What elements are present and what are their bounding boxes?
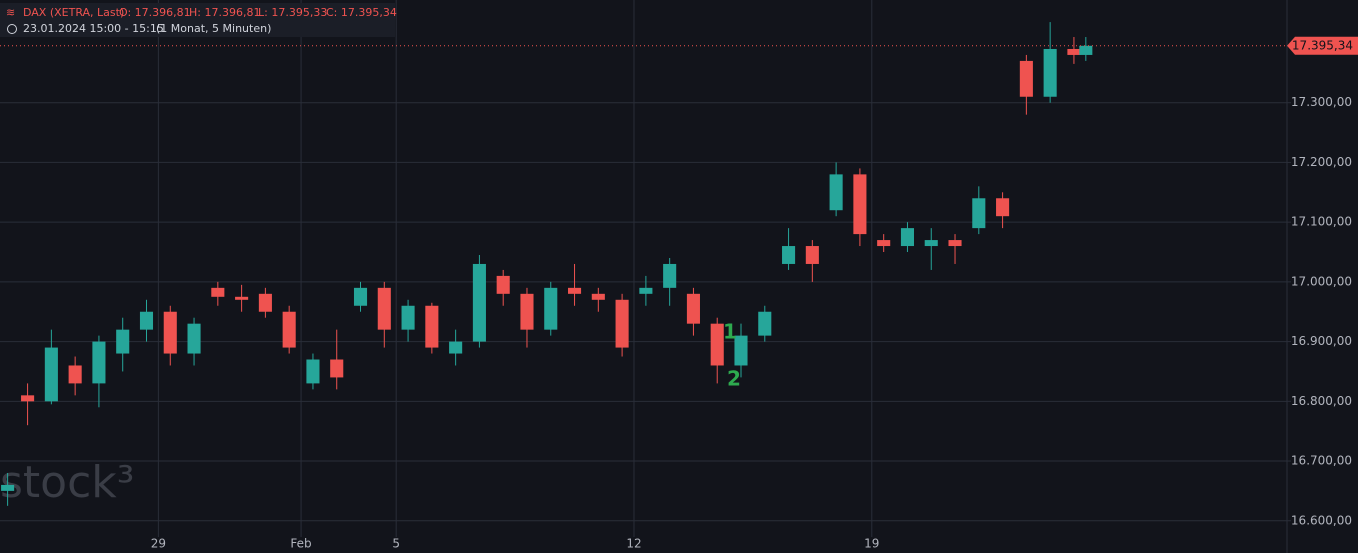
- x-tick-label: 29: [151, 537, 166, 551]
- x-tick-label: 12: [626, 537, 641, 551]
- candle-body: [330, 359, 344, 378]
- candle-body: [686, 293, 700, 324]
- candle-body: [211, 287, 225, 297]
- candle-body: [235, 296, 249, 300]
- candle-body: [520, 293, 534, 330]
- candle-body: [139, 311, 154, 330]
- candle-body: [472, 263, 486, 342]
- candle-body: [1, 484, 15, 491]
- last-price-label: 17.395,34: [1292, 38, 1353, 52]
- annotation: 1: [723, 320, 737, 344]
- candle-body: [496, 275, 510, 294]
- clock-icon: [7, 24, 17, 34]
- ohlc-high: H: 17.396,81: [189, 6, 260, 19]
- y-tick-label: 17.200,00: [1291, 155, 1352, 169]
- candle-body: [829, 174, 843, 211]
- candle-body: [306, 359, 320, 384]
- instrument-icon: ≋: [6, 6, 15, 19]
- y-tick-label: 17.300,00: [1291, 95, 1352, 109]
- candle-body: [282, 311, 296, 348]
- y-tick-label: 16.700,00: [1291, 454, 1352, 468]
- candle-body: [353, 287, 368, 306]
- candle-body: [68, 365, 82, 384]
- candle-body: [258, 293, 272, 312]
- candle-body: [948, 240, 962, 247]
- candle-body: [591, 293, 605, 300]
- interval: (1 Monat, 5 Minuten): [156, 22, 271, 35]
- candle-body: [782, 246, 796, 264]
- candles: [1, 22, 1093, 506]
- candle-body: [663, 263, 677, 288]
- candle-body: [853, 174, 867, 235]
- ohlc-low: L: 17.395,33: [258, 6, 327, 19]
- candle-body: [544, 287, 558, 330]
- x-tick-label: Feb: [290, 537, 311, 551]
- candle-body: [567, 287, 582, 294]
- watermark: stock³: [0, 457, 134, 508]
- y-tick-label: 16.800,00: [1291, 394, 1352, 408]
- candle-body: [924, 240, 938, 247]
- candle-body: [187, 323, 201, 354]
- candle-body: [996, 198, 1010, 217]
- candle-body: [900, 228, 915, 247]
- x-tick-label: 19: [864, 537, 879, 551]
- grid: [0, 0, 1287, 537]
- candle-body: [972, 198, 986, 229]
- legend-box: [0, 3, 395, 37]
- ohlc-close: C: 17.395,34: [326, 6, 397, 19]
- last-price-tag: [1287, 36, 1358, 55]
- ohlc-open: O: 17.396,81: [119, 6, 191, 19]
- candle-body: [615, 299, 629, 348]
- candle-body: [1067, 48, 1081, 55]
- candle-body: [639, 287, 653, 294]
- candle-body: [377, 287, 391, 330]
- candle-body: [734, 335, 748, 366]
- candle-body: [805, 246, 819, 264]
- candle-body: [92, 341, 106, 384]
- y-tick-label: 17.100,00: [1291, 215, 1352, 229]
- candle-body: [710, 323, 724, 366]
- candle-body: [1019, 60, 1033, 97]
- instrument: DAX (XETRA, Last): [23, 6, 124, 19]
- annotation: 2: [727, 367, 741, 391]
- y-tick-label: 17.000,00: [1291, 274, 1352, 288]
- candle-body: [116, 329, 130, 354]
- candle-body: [163, 311, 177, 354]
- candle-body: [21, 395, 35, 402]
- candle-body: [425, 305, 439, 348]
- candle-body: [1079, 45, 1093, 55]
- y-tick-label: 16.900,00: [1291, 334, 1352, 348]
- time-range: 23.01.2024 15:00 - 15:15: [23, 22, 164, 35]
- y-tick-label: 16.600,00: [1291, 513, 1352, 527]
- candle-body: [758, 311, 772, 336]
- candle-body: [401, 305, 415, 330]
- candle-body: [44, 347, 58, 402]
- candle-body: [449, 341, 463, 354]
- candle-body: [1043, 48, 1057, 97]
- x-tick-label: 5: [392, 537, 400, 551]
- candle-body: [877, 240, 891, 247]
